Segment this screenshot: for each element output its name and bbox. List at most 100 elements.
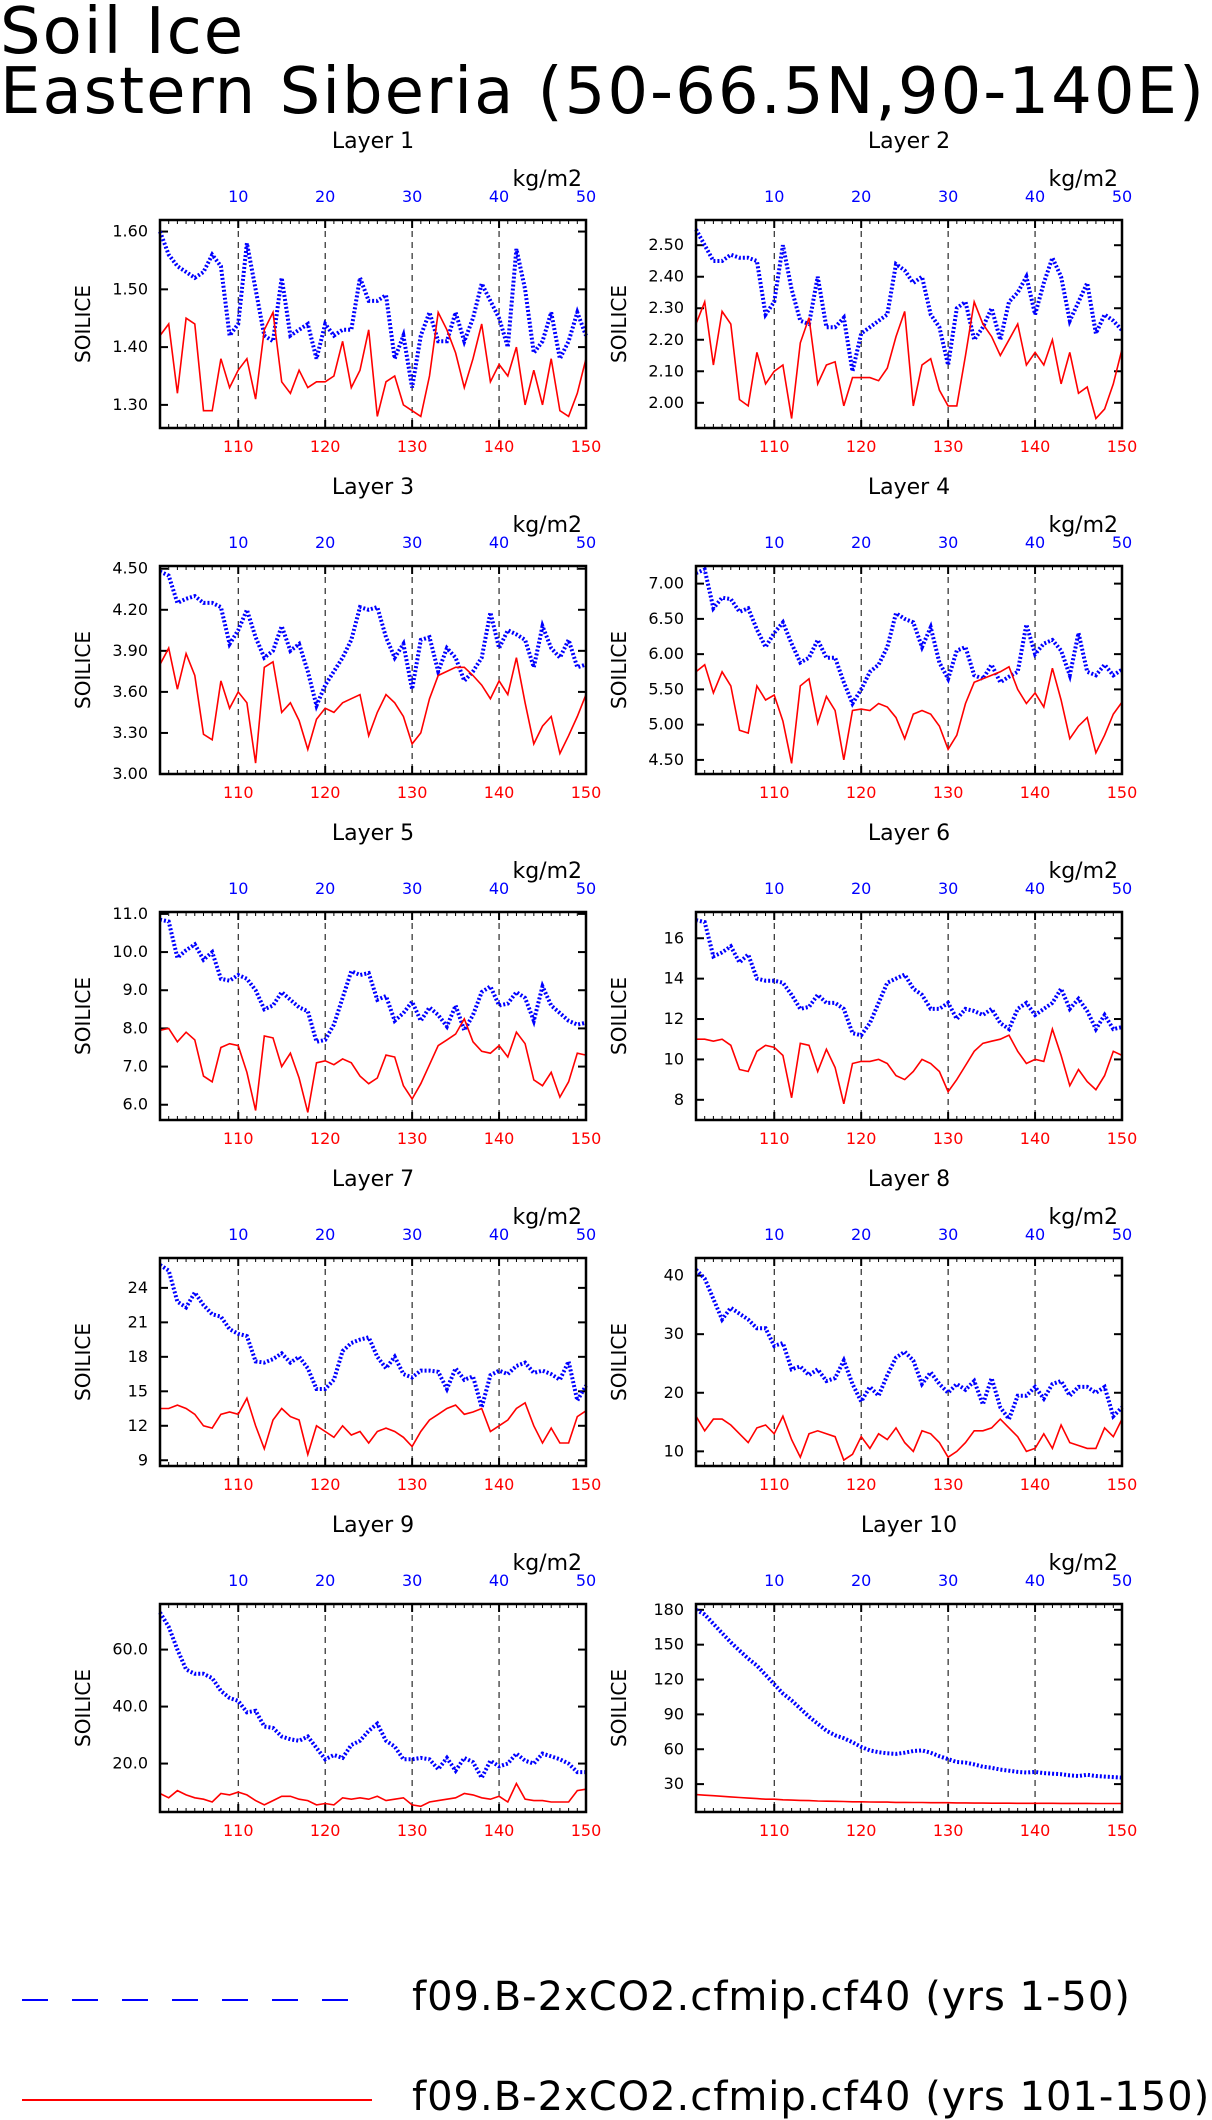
series-line-yrs-1-50 [158,230,588,388]
plot-frame [158,910,588,1122]
x-bottom-tick-label: 120 [310,1129,341,1148]
top-axis-unit-label: kg/m2 [1048,513,1118,538]
figure-title: Soil Ice [0,0,246,69]
y-tick-label: 40.0 [112,1697,148,1716]
x-top-tick-label: 30 [402,533,422,552]
series-line-yrs-101-150 [160,1396,587,1458]
x-bottom-tick-label: 140 [1020,1475,1051,1494]
x-top-tick-label: 50 [1112,187,1132,206]
x-top-tick-label: 20 [315,187,335,206]
x-top-tick-label: 50 [576,533,596,552]
y-tick-label: 12 [128,1416,148,1435]
y-tick-label: 16 [664,928,684,947]
y-tick-label: 24 [128,1278,148,1297]
x-top-tick-label: 40 [489,533,509,552]
x-top-tick-label: 10 [764,1571,784,1590]
x-bottom-tick-label: 140 [484,1475,515,1494]
x-bottom-tick-label: 140 [1020,1821,1051,1840]
y-tick-label: 6.00 [648,644,684,663]
y-tick-label: 15 [128,1381,148,1400]
top-axis-unit-label: kg/m2 [1048,859,1118,884]
plot-frame [694,1256,1124,1468]
x-bottom-tick-label: 110 [223,437,254,456]
x-bottom-tick-label: 140 [1020,437,1051,456]
legend-label-series-b: f09.B-2xCO2.cfmip.cf40 (yrs 101-150) [412,2074,1211,2120]
x-bottom-tick-label: 130 [397,437,428,456]
x-top-tick-label: 30 [938,879,958,898]
y-tick-label: 4.20 [112,600,148,619]
y-tick-label: 60.0 [112,1640,148,1659]
top-axis-unit-label: kg/m2 [1048,1551,1118,1576]
x-top-tick-label: 40 [1025,879,1045,898]
x-bottom-tick-label: 140 [484,783,515,802]
y-tick-label: 2.40 [648,267,684,286]
x-top-tick-label: 50 [1112,533,1132,552]
x-top-tick-label: 40 [1025,187,1045,206]
y-tick-label: 2.50 [648,235,684,254]
panel-title: Layer 7 [332,1167,414,1192]
x-top-tick-label: 10 [228,1571,248,1590]
x-top-tick-label: 50 [1112,1225,1132,1244]
panel-title: Layer 4 [868,475,950,500]
x-top-tick-label: 10 [228,879,248,898]
x-bottom-tick-label: 110 [759,1475,790,1494]
x-top-tick-label: 30 [938,533,958,552]
panel-title: Layer 5 [332,821,414,846]
x-top-tick-label: 40 [489,1571,509,1590]
top-axis-unit-label: kg/m2 [512,167,582,192]
top-axis-unit-label: kg/m2 [512,859,582,884]
x-top-tick-label: 10 [764,1225,784,1244]
x-bottom-tick-label: 120 [310,1821,341,1840]
x-top-tick-label: 10 [228,187,248,206]
x-bottom-tick-label: 130 [933,1821,964,1840]
y-tick-label: 2.20 [648,330,684,349]
x-top-tick-label: 50 [576,1225,596,1244]
x-bottom-tick-label: 120 [310,437,341,456]
series-line-yrs-1-50 [158,1263,588,1415]
y-tick-label: 60 [664,1739,684,1758]
x-bottom-tick-label: 130 [397,1821,428,1840]
x-bottom-tick-label: 110 [223,1475,254,1494]
x-top-tick-label: 40 [1025,533,1045,552]
x-bottom-tick-label: 120 [310,783,341,802]
y-tick-label: 1.60 [112,222,148,241]
y-tick-label: 1.50 [112,279,148,298]
x-bottom-tick-label: 150 [571,437,602,456]
series-line-yrs-101-150 [695,663,1123,764]
x-bottom-tick-label: 140 [484,437,515,456]
x-top-tick-label: 20 [315,1225,335,1244]
plot-frame [158,1256,588,1468]
y-tick-label: 150 [653,1635,684,1654]
y-tick-label: 21 [128,1312,148,1331]
plot-frame [158,1602,588,1814]
series-line-yrs-101-150 [695,298,1123,421]
y-tick-label: 2.10 [648,361,684,380]
y-tick-label: 20 [664,1383,684,1402]
y-tick-label: 1.30 [112,395,148,414]
panel-layer-9: Layer 9 kg/m2 SOILICE 110 120 130 140 150 10 20 30… [71,1513,601,1840]
x-bottom-tick-label: 110 [223,1821,254,1840]
x-bottom-tick-label: 140 [1020,783,1051,802]
y-tick-label: 2.00 [648,393,684,412]
x-top-tick-label: 40 [489,1225,509,1244]
series-line-yrs-101-150 [696,1026,1123,1104]
x-bottom-tick-label: 130 [397,1129,428,1148]
panel-title: Layer 2 [868,129,950,154]
panel-title: Layer 9 [332,1513,414,1538]
y-tick-label: 9 [138,1450,148,1469]
plot-frame [158,564,588,776]
x-top-tick-label: 50 [576,879,596,898]
series-line-yrs-1-50 [159,917,587,1045]
legend-swatch-series-a [22,1999,372,2001]
panel-layer-5: Layer 5 kg/m2 SOILICE 110 120 130 140 150 10 20 30… [71,821,601,1148]
x-bottom-tick-label: 140 [484,1821,515,1840]
x-top-tick-label: 40 [489,879,509,898]
y-tick-label: 14 [664,969,684,988]
panel-title: Layer 1 [332,129,414,154]
x-bottom-tick-label: 130 [933,783,964,802]
y-tick-label: 10 [664,1049,684,1068]
x-bottom-tick-label: 130 [933,1475,964,1494]
series-line-yrs-1-50 [694,1268,1124,1424]
plot-frame [158,218,588,430]
y-tick-label: 10 [664,1441,684,1460]
